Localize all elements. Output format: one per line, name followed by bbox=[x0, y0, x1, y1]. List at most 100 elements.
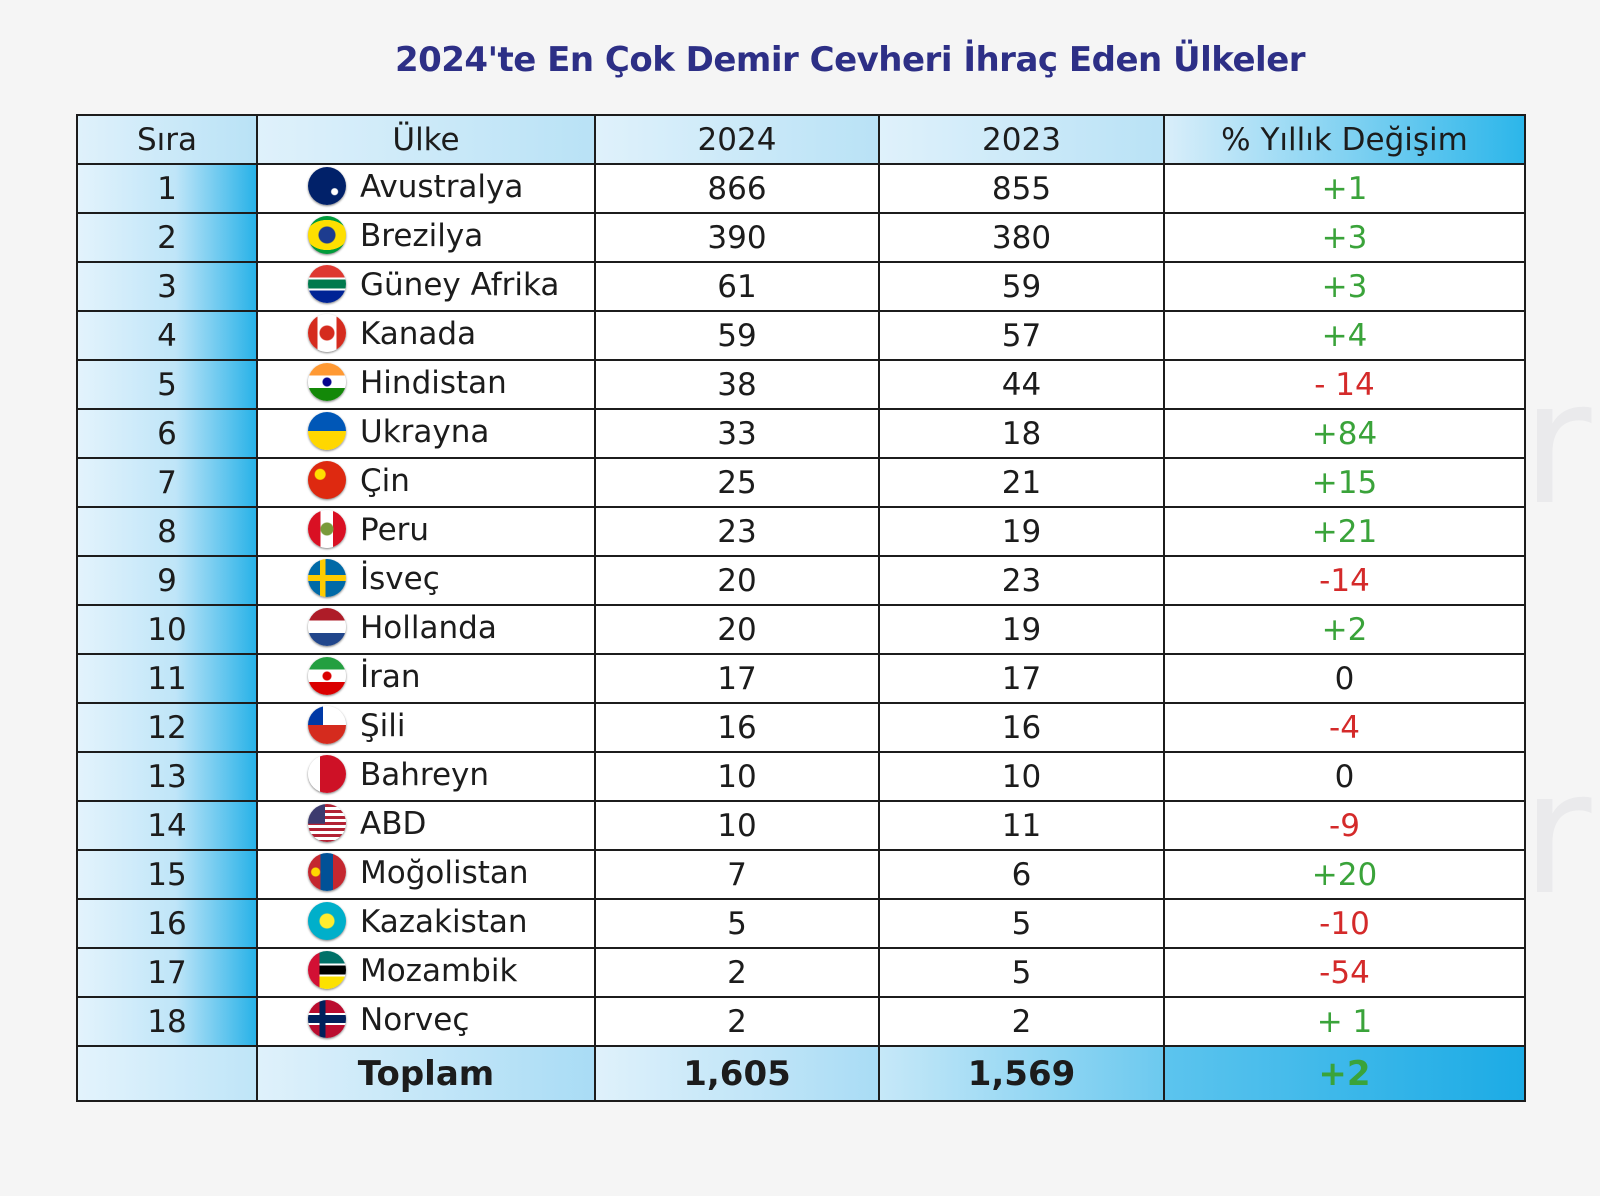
change-cell: +2 bbox=[1163, 604, 1526, 655]
country-cell: Avustralya bbox=[256, 163, 596, 214]
south-africa-flag-icon bbox=[308, 264, 346, 303]
iran-flag-icon bbox=[308, 656, 346, 695]
country-name: Brezilya bbox=[360, 218, 484, 255]
value-2023-cell: 2 bbox=[878, 996, 1165, 1047]
change-cell: +21 bbox=[1163, 506, 1526, 557]
value-2023-cell: 21 bbox=[878, 457, 1165, 508]
value-2023-cell: 23 bbox=[878, 555, 1165, 606]
chart-title: 2024'te En Çok Demir Cevheri İhraç Eden … bbox=[394, 40, 1306, 80]
value-2024-cell: 10 bbox=[594, 751, 880, 802]
table-row: 16 Kazakistan 5 5 -10 bbox=[76, 898, 1526, 949]
change-cell: +15 bbox=[1163, 457, 1526, 508]
column-header-2024: 2024 bbox=[594, 114, 880, 165]
peru-flag-icon bbox=[308, 509, 346, 548]
country-name: Avustralya bbox=[360, 169, 524, 206]
table-row: 14 ABD 10 11 -9 bbox=[76, 800, 1526, 851]
table-row: 6 Ukrayna 33 18 +84 bbox=[76, 408, 1526, 459]
country-cell: Moğolistan bbox=[256, 849, 596, 900]
change-cell: +84 bbox=[1163, 408, 1526, 459]
country-name: Ukrayna bbox=[360, 414, 490, 451]
total-2024: 1,605 bbox=[594, 1045, 880, 1102]
value-2024-cell: 38 bbox=[594, 359, 880, 410]
value-2024-cell: 5 bbox=[594, 898, 880, 949]
value-2024-cell: 33 bbox=[594, 408, 880, 459]
change-cell: +4 bbox=[1163, 310, 1526, 361]
change-cell: 0 bbox=[1163, 751, 1526, 802]
value-2024-cell: 866 bbox=[594, 163, 880, 214]
country-cell: İsveç bbox=[256, 555, 596, 606]
table-row: 2 Brezilya 390 380 +3 bbox=[76, 212, 1526, 263]
rank-cell: 10 bbox=[76, 604, 258, 655]
bahrain-flag-icon bbox=[308, 754, 346, 793]
rank-cell: 1 bbox=[76, 163, 258, 214]
china-flag-icon bbox=[308, 460, 346, 499]
change-cell: -9 bbox=[1163, 800, 1526, 851]
table-row: 18 Norveç 2 2 + 1 bbox=[76, 996, 1526, 1047]
value-2024-cell: 59 bbox=[594, 310, 880, 361]
table-row: 11 İran 17 17 0 bbox=[76, 653, 1526, 704]
country-name: Norveç bbox=[360, 1002, 470, 1039]
country-name: Güney Afrika bbox=[360, 267, 560, 304]
table-row: 5 Hindistan 38 44- 14 bbox=[76, 359, 1526, 410]
country-name: Şili bbox=[360, 708, 406, 745]
total-row: Toplam 1,605 1,569 +2 bbox=[76, 1045, 1526, 1102]
rank-cell: 14 bbox=[76, 800, 258, 851]
rank-cell: 11 bbox=[76, 653, 258, 704]
column-header-2023: 2023 bbox=[878, 114, 1165, 165]
rank-cell: 2 bbox=[76, 212, 258, 263]
value-2024-cell: 23 bbox=[594, 506, 880, 557]
ukraine-flag-icon bbox=[308, 411, 346, 450]
total-2023: 1,569 bbox=[878, 1045, 1165, 1102]
header-row: Sıra Ülke 2024 2023 % Yıllık Değişim bbox=[76, 114, 1526, 165]
change-cell: +1 bbox=[1163, 163, 1526, 214]
country-cell: İran bbox=[256, 653, 596, 704]
value-2023-cell: 19 bbox=[878, 604, 1165, 655]
canada-flag-icon bbox=[308, 313, 346, 352]
mozambique-flag-icon bbox=[308, 950, 346, 989]
value-2023-cell: 19 bbox=[878, 506, 1165, 557]
table-row: 17 Mozambik 2 5 -54 bbox=[76, 947, 1526, 998]
netherlands-flag-icon bbox=[308, 607, 346, 646]
value-2024-cell: 61 bbox=[594, 261, 880, 312]
value-2024-cell: 10 bbox=[594, 800, 880, 851]
value-2024-cell: 2 bbox=[594, 947, 880, 998]
value-2023-cell: 17 bbox=[878, 653, 1165, 704]
value-2023-cell: 11 bbox=[878, 800, 1165, 851]
value-2024-cell: 2 bbox=[594, 996, 880, 1047]
country-name: Bahreyn bbox=[360, 757, 490, 794]
value-2024-cell: 20 bbox=[594, 555, 880, 606]
norway-flag-icon bbox=[308, 999, 346, 1038]
value-2023-cell: 10 bbox=[878, 751, 1165, 802]
rank-cell: 9 bbox=[76, 555, 258, 606]
rank-cell: 5 bbox=[76, 359, 258, 410]
rank-cell: 4 bbox=[76, 310, 258, 361]
india-flag-icon bbox=[308, 362, 346, 401]
country-name: Moğolistan bbox=[360, 855, 529, 892]
country-name: Hollanda bbox=[360, 610, 497, 647]
rank-cell: 16 bbox=[76, 898, 258, 949]
usa-flag-icon bbox=[308, 803, 346, 842]
change-cell: -14 bbox=[1163, 555, 1526, 606]
country-cell: Şili bbox=[256, 702, 596, 753]
export-table: Sıra Ülke 2024 2023 % Yıllık Değişim 1 Av… bbox=[76, 114, 1526, 1102]
table-row: 13 Bahreyn 10 10 0 bbox=[76, 751, 1526, 802]
country-cell: Peru bbox=[256, 506, 596, 557]
total-change: +2 bbox=[1163, 1045, 1526, 1102]
value-2024-cell: 7 bbox=[594, 849, 880, 900]
change-cell: - 14 bbox=[1163, 359, 1526, 410]
value-2023-cell: 16 bbox=[878, 702, 1165, 753]
value-2024-cell: 25 bbox=[594, 457, 880, 508]
country-cell: Mozambik bbox=[256, 947, 596, 998]
brazil-flag-icon bbox=[308, 215, 346, 254]
table-row: 8 Peru 23 19 +21 bbox=[76, 506, 1526, 557]
chile-flag-icon bbox=[308, 705, 346, 744]
country-cell: Brezilya bbox=[256, 212, 596, 263]
export-table-container: Sıra Ülke 2024 2023 % Yıllık Değişim 1 Av… bbox=[76, 114, 1526, 1102]
country-cell: Bahreyn bbox=[256, 751, 596, 802]
table-row: 12 Şili 16 16 -4 bbox=[76, 702, 1526, 753]
rank-cell: 6 bbox=[76, 408, 258, 459]
change-cell: +3 bbox=[1163, 261, 1526, 312]
country-name: İran bbox=[360, 659, 421, 696]
change-cell: 0 bbox=[1163, 653, 1526, 704]
country-name: Kazakistan bbox=[360, 904, 528, 941]
